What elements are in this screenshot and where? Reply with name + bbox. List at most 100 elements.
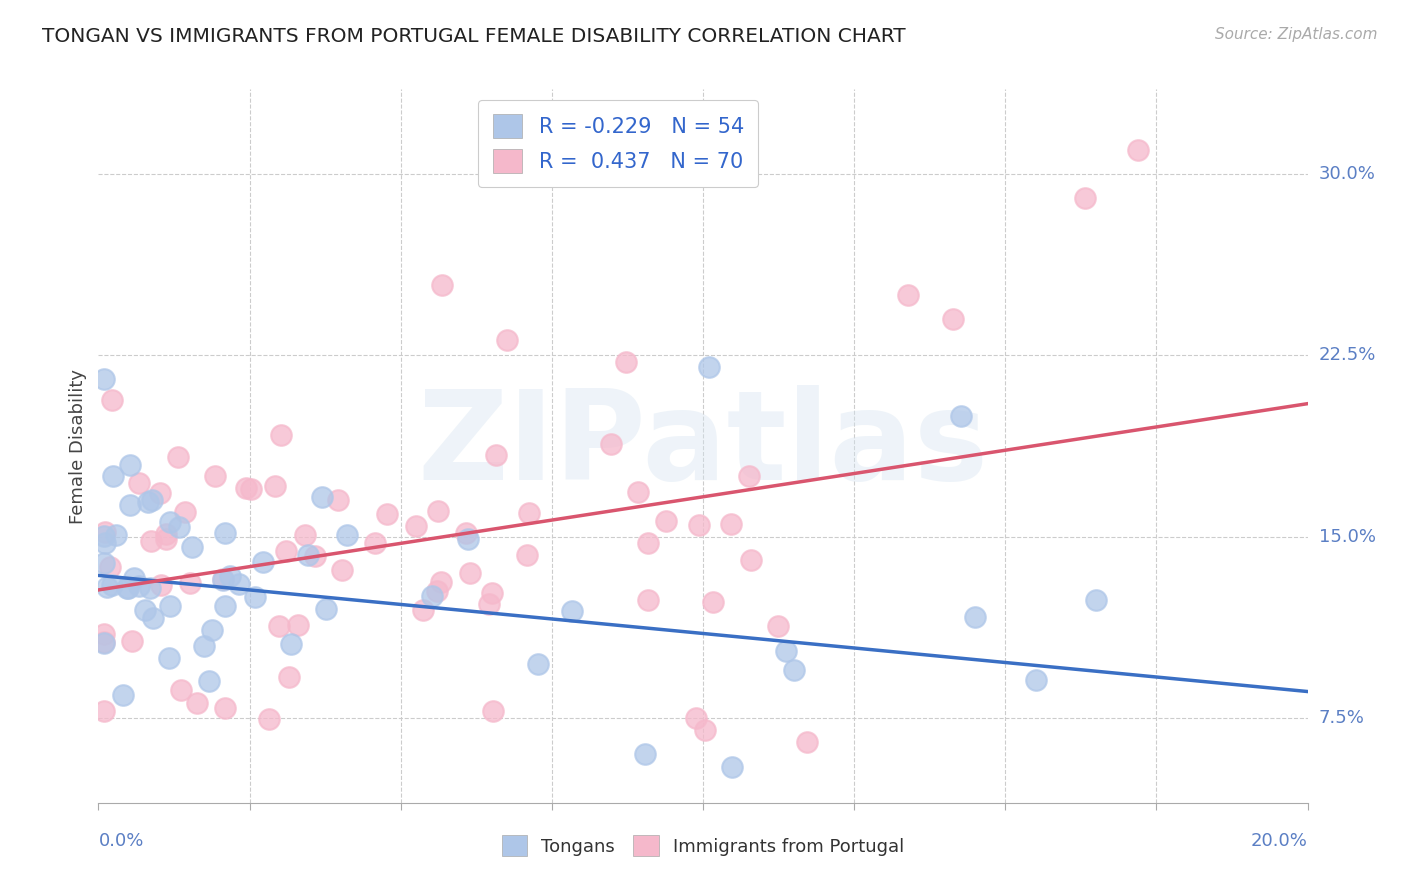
Point (1126, 143, 1149, 157)
Point (336, 527, 359, 541)
Point (103, 469, 125, 483)
Point (457, 532, 479, 546)
Point (117, 581, 139, 595)
Point (311, 490, 333, 504)
Point (458, 566, 481, 581)
Point (122, 570, 145, 584)
Point (614, 355, 637, 369)
Point (159, 599, 181, 613)
Point (720, 759, 742, 773)
Point (278, 670, 301, 684)
Point (128, 476, 150, 491)
Point (627, 485, 650, 500)
Point (235, 481, 257, 495)
Point (93, 528, 115, 542)
Point (142, 610, 165, 624)
Point (496, 333, 519, 347)
Point (180, 540, 202, 554)
Point (201, 623, 224, 637)
Point (720, 516, 742, 531)
Point (270, 428, 292, 442)
Point (429, 575, 451, 590)
Point (214, 700, 236, 714)
Point (94, 524, 117, 539)
Point (155, 532, 177, 546)
Point (942, 311, 965, 326)
Point (897, 288, 920, 302)
Point (332, 563, 354, 577)
Point (139, 534, 162, 549)
Point (118, 458, 141, 473)
Point (697, 360, 720, 375)
Point (634, 747, 657, 762)
Point (949, 409, 972, 423)
Point (427, 503, 450, 517)
Point (170, 682, 193, 697)
Point (136, 494, 159, 508)
Point (93, 635, 115, 649)
Point (269, 618, 291, 632)
Point (481, 586, 503, 600)
Text: 20.0%: 20.0% (1251, 832, 1308, 850)
Point (257, 712, 280, 726)
Point (93, 535, 115, 549)
Point (420, 590, 443, 604)
Text: Source: ZipAtlas.com: Source: ZipAtlas.com (1215, 27, 1378, 42)
Point (93, 556, 115, 570)
Point (775, 643, 797, 657)
Point (738, 469, 761, 483)
Point (179, 575, 201, 590)
Point (526, 657, 548, 672)
Point (112, 688, 135, 702)
Point (212, 572, 235, 586)
Point (198, 674, 221, 689)
Point (287, 618, 309, 632)
Point (485, 448, 508, 462)
Point (174, 505, 197, 519)
Point (214, 525, 236, 540)
Point (766, 619, 789, 633)
Text: ZIPatlas: ZIPatlas (418, 385, 988, 507)
Text: TONGAN VS IMMIGRANTS FROM PORTUGAL FEMALE DISABILITY CORRELATION CHART: TONGAN VS IMMIGRANTS FROM PORTUGAL FEMAL… (42, 27, 905, 45)
Point (134, 602, 156, 616)
Point (252, 555, 274, 569)
Point (517, 506, 540, 520)
Point (193, 640, 215, 654)
Point (1024, 673, 1046, 687)
Point (186, 696, 208, 710)
Point (796, 735, 818, 749)
Point (245, 590, 267, 604)
Point (219, 568, 242, 582)
Point (1073, 191, 1095, 205)
Point (104, 528, 127, 542)
Point (101, 578, 124, 592)
Text: 7.5%: 7.5% (1319, 709, 1365, 727)
Point (516, 549, 538, 563)
Point (688, 518, 710, 533)
Point (654, 514, 676, 528)
Text: 0.0%: 0.0% (98, 832, 143, 850)
Point (121, 634, 143, 648)
Point (405, 519, 427, 533)
Point (101, 392, 124, 407)
Point (297, 548, 319, 562)
Point (263, 479, 285, 493)
Point (280, 637, 302, 651)
Point (375, 507, 398, 521)
Point (685, 711, 707, 725)
Point (702, 595, 724, 609)
Point (274, 544, 297, 558)
Point (212, 573, 235, 587)
Point (148, 486, 170, 500)
Point (93, 704, 115, 718)
Point (294, 528, 316, 542)
Point (304, 549, 326, 564)
Point (456, 525, 478, 540)
Point (120, 498, 142, 512)
Point (783, 663, 806, 677)
Point (328, 493, 350, 508)
Point (98, 559, 121, 574)
Point (637, 536, 659, 550)
Point (141, 492, 163, 507)
Point (214, 599, 236, 613)
